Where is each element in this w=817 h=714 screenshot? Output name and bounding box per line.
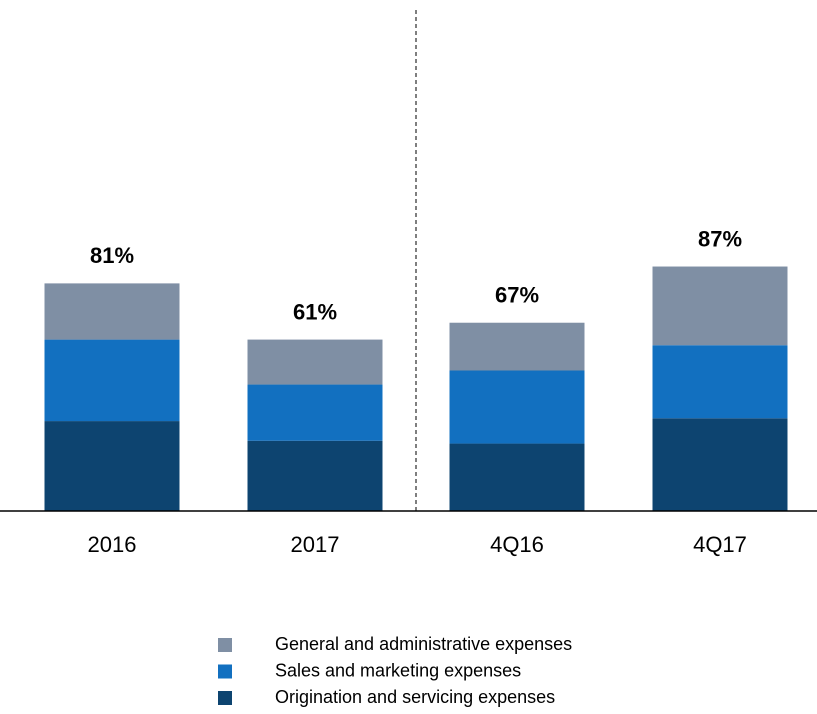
- total-label: 67%: [495, 283, 539, 308]
- bar-segment: [652, 418, 788, 511]
- legend-label: Origination and servicing expenses: [275, 687, 555, 707]
- bar-segment: [449, 443, 585, 511]
- bar-segment: [652, 345, 788, 419]
- legend-swatch: [218, 664, 232, 679]
- x-tick-label: 2016: [88, 532, 137, 557]
- bar-segment: [247, 440, 383, 511]
- total-label: 61%: [293, 299, 337, 324]
- bar-segment: [449, 370, 585, 444]
- legend-swatch: [218, 691, 232, 705]
- bar-segment: [44, 421, 180, 511]
- bar-segment: [652, 266, 788, 346]
- bar-segment: [247, 384, 383, 441]
- total-label: 81%: [90, 243, 134, 268]
- x-tick-label: 2017: [291, 532, 340, 557]
- legend-swatch: [218, 638, 232, 652]
- x-tick-label: 4Q17: [693, 532, 747, 557]
- bar-segment: [44, 339, 180, 422]
- x-tick-label: 4Q16: [490, 532, 544, 557]
- total-label: 87%: [698, 226, 742, 251]
- legend-label: Sales and marketing expenses: [275, 660, 521, 680]
- bar-segment: [44, 283, 180, 340]
- legend-label: General and administrative expenses: [275, 634, 572, 654]
- bar-segment: [449, 322, 585, 371]
- bar-segment: [247, 339, 383, 385]
